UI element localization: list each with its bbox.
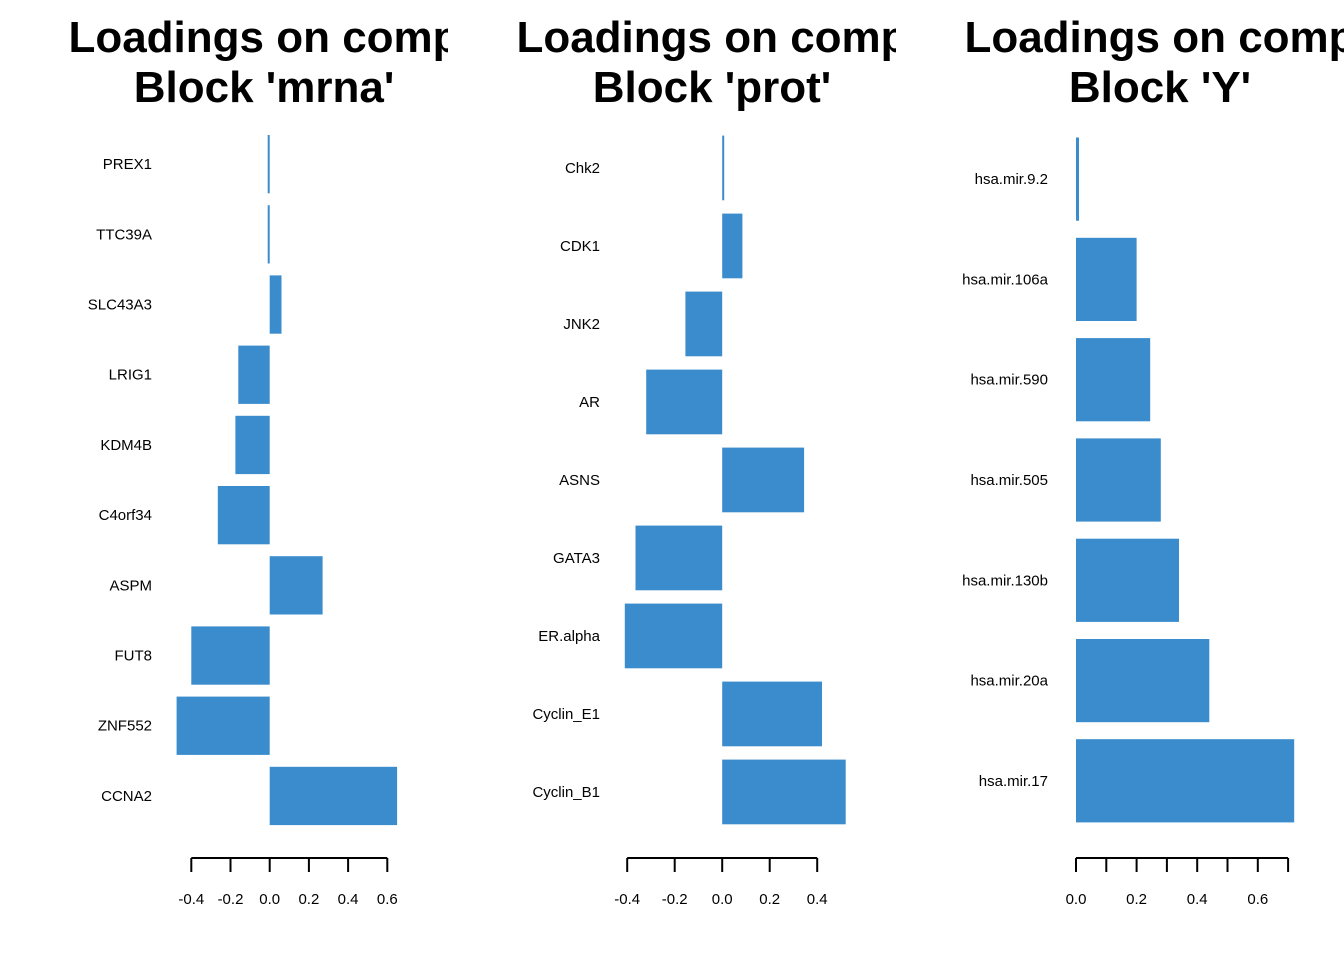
x-tick-label: 0.2 <box>759 891 780 908</box>
x-tick-label: 0.0 <box>259 891 280 908</box>
bar-TTC39A <box>267 205 270 264</box>
category-label: hsa.mir.17 <box>979 773 1048 790</box>
bar-SLC43A3 <box>269 275 282 334</box>
category-label: hsa.mir.590 <box>970 372 1048 389</box>
bar-CCNA2 <box>269 766 398 826</box>
x-tick-label: 0.6 <box>377 891 398 908</box>
category-label: JNK2 <box>563 316 600 333</box>
category-label: hsa.mir.20a <box>970 673 1048 690</box>
category-label: SLC43A3 <box>88 297 152 314</box>
x-tick-label: 0.4 <box>807 891 828 908</box>
bar-hsa.mir.130b <box>1076 538 1179 622</box>
category-label: AR <box>579 394 600 411</box>
x-tick-label: -0.4 <box>178 891 204 908</box>
panel-title-line-2: Block 'mrna' <box>134 63 395 112</box>
bar-hsa.mir.9.2 <box>1076 137 1079 221</box>
panel-title-line-1: Loadings on comp <box>964 13 1344 62</box>
bar-Cyclin_E1 <box>722 681 822 747</box>
panel-title-line-1: Loadings on comp <box>68 13 459 62</box>
bar-AR <box>646 369 723 435</box>
bar-GATA3 <box>635 525 723 591</box>
category-label: Cyclin_B1 <box>532 784 600 801</box>
bar-hsa.mir.505 <box>1076 438 1161 522</box>
category-label: hsa.mir.505 <box>970 472 1048 489</box>
x-tick-label: -0.2 <box>662 891 688 908</box>
bar-ZNF552 <box>176 696 270 755</box>
panel-title-line-1: Loadings on comp <box>516 13 907 62</box>
bar-hsa.mir.20a <box>1076 639 1210 723</box>
bar-Cyclin_B1 <box>722 759 846 825</box>
bar-FUT8 <box>191 626 270 685</box>
category-label: C4orf34 <box>99 507 152 524</box>
bar-JNK2 <box>685 291 723 357</box>
panel-title-line-2: Block 'Y' <box>1069 63 1251 112</box>
category-label: hsa.mir.9.2 <box>975 171 1048 188</box>
category-label: CDK1 <box>560 238 600 255</box>
bar-ASNS <box>722 447 805 513</box>
bar-CDK1 <box>722 213 743 279</box>
category-label: CCNA2 <box>101 788 152 805</box>
x-tick-label: 0.2 <box>298 891 319 908</box>
category-label: LRIG1 <box>109 367 152 384</box>
bar-hsa.mir.106a <box>1076 237 1137 321</box>
x-tick-label: 0.4 <box>338 891 359 908</box>
bar-ASPM <box>269 556 323 615</box>
bar-C4orf34 <box>217 486 270 545</box>
x-tick-label: 0.2 <box>1126 891 1147 908</box>
category-label: PREX1 <box>103 156 152 173</box>
category-label: ER.alpha <box>538 628 600 645</box>
category-label: Cyclin_E1 <box>532 706 600 723</box>
bar-LRIG1 <box>238 345 270 404</box>
category-label: GATA3 <box>553 550 600 567</box>
category-label: hsa.mir.130b <box>962 572 1048 589</box>
bar-hsa.mir.590 <box>1076 338 1151 422</box>
x-tick-label: 0.4 <box>1187 891 1208 908</box>
bar-KDM4B <box>235 415 270 475</box>
category-label: Chk2 <box>565 160 600 177</box>
x-tick-label: 0.0 <box>712 891 733 908</box>
bar-Chk2 <box>722 135 725 201</box>
bar-PREX1 <box>267 135 270 194</box>
x-tick-label: 0.0 <box>1066 891 1087 908</box>
x-tick-label: -0.4 <box>614 891 640 908</box>
category-label: KDM4B <box>100 437 152 454</box>
x-tick-label: 0.6 <box>1247 891 1268 908</box>
category-label: hsa.mir.106a <box>962 271 1049 288</box>
bar-hsa.mir.17 <box>1076 739 1295 823</box>
panel-title-line-2: Block 'prot' <box>593 63 832 112</box>
category-label: FUT8 <box>115 648 153 665</box>
category-label: ASPM <box>109 577 152 594</box>
category-label: ASNS <box>559 472 600 489</box>
bar-ER.alpha <box>624 603 723 669</box>
x-tick-label: -0.2 <box>218 891 244 908</box>
category-label: ZNF552 <box>98 718 152 735</box>
category-label: TTC39A <box>96 226 152 243</box>
